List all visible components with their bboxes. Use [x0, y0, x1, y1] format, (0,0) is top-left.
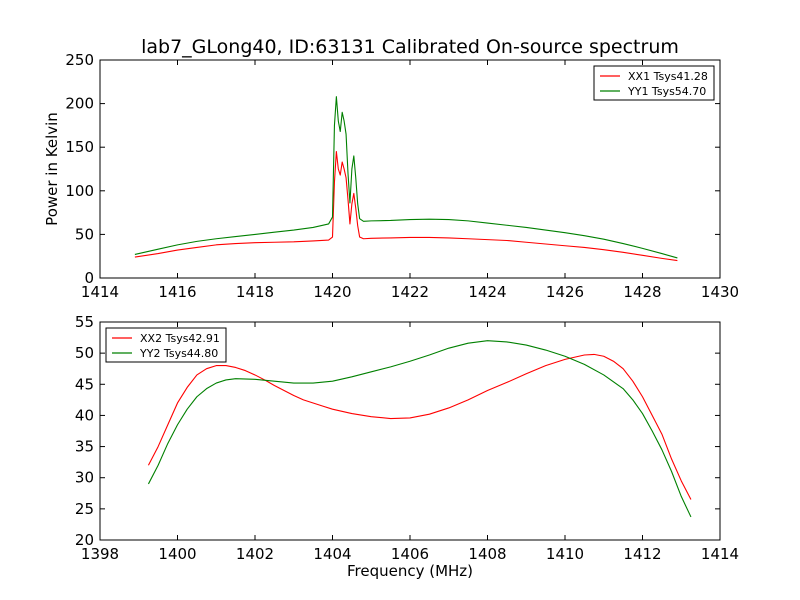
legend-label: YY2 Tsys44.80 — [139, 347, 218, 360]
y-tick-label: 30 — [75, 469, 94, 487]
x-tick-label: 1430 — [701, 283, 739, 301]
y-tick-label: 200 — [65, 95, 94, 113]
y-tick-label: 55 — [75, 313, 94, 331]
x-tick-label: 1404 — [313, 545, 351, 563]
x-tick-label: 1426 — [546, 283, 584, 301]
figure-title: lab7_GLong40, ID:63131 Calibrated On-sou… — [141, 36, 679, 58]
x-tick-label: 1420 — [313, 283, 351, 301]
series-line-2 — [147, 340, 692, 518]
x-tick-label: 1398 — [81, 545, 119, 563]
x-axis-label: Frequency (MHz) — [347, 562, 473, 580]
legend-label: YY1 Tsys54.70 — [627, 85, 706, 98]
x-tick-label: 1422 — [391, 283, 429, 301]
series-line-2 — [134, 96, 678, 259]
x-tick-label: 1408 — [468, 545, 506, 563]
y-tick-label: 35 — [75, 438, 94, 456]
y-tick-label: 45 — [75, 375, 94, 393]
x-tick-label: 1428 — [623, 283, 661, 301]
x-tick-label: 1418 — [236, 283, 274, 301]
y-tick-label: 250 — [65, 51, 94, 69]
y-axis-label: Power in Kelvin — [43, 112, 61, 226]
legend: XX2 Tsys42.91 YY2 Tsys44.80 — [105, 327, 227, 363]
x-tick-label: 1402 — [236, 545, 274, 563]
subplot-1: 1414 1416 1418 1420 1422 1424 1426 1428 1430 0 50 1… — [43, 51, 739, 301]
series-line-1 — [147, 353, 692, 500]
y-tick-label: 50 — [75, 225, 94, 243]
legend-label: XX1 Tsys41.28 — [628, 70, 708, 83]
y-tick-label: 20 — [75, 531, 94, 549]
x-tick-label: 1406 — [391, 545, 429, 563]
x-tick-label: 1412 — [623, 545, 661, 563]
x-tick-label: 1400 — [158, 545, 196, 563]
legend: XX1 Tsys41.28 YY1 Tsys54.70 — [593, 65, 715, 101]
legend-box — [593, 65, 715, 101]
subplot-2: 1398 1400 1402 1404 1406 1408 1410 1412 1414 20 25… — [75, 313, 739, 580]
y-tick-label: 25 — [75, 500, 94, 518]
x-tick-label: 1414 — [81, 283, 119, 301]
y-tick-label: 150 — [65, 138, 94, 156]
plots-group: 1414 1416 1418 1420 1422 1424 1426 1428 14300501… — [43, 51, 739, 580]
y-tick-label: 50 — [75, 344, 94, 362]
legend-box — [105, 327, 227, 363]
legend-label: XX2 Tsys42.91 — [140, 332, 220, 345]
x-tick-label: 1410 — [546, 545, 584, 563]
y-tick-label: 100 — [65, 182, 94, 200]
y-tick-label: 0 — [84, 269, 94, 287]
series-line-1 — [134, 151, 678, 262]
x-tick-label: 1416 — [158, 283, 196, 301]
x-tick-label: 1414 — [701, 545, 739, 563]
x-tick-label: 1424 — [468, 283, 506, 301]
y-tick-label: 40 — [75, 406, 94, 424]
